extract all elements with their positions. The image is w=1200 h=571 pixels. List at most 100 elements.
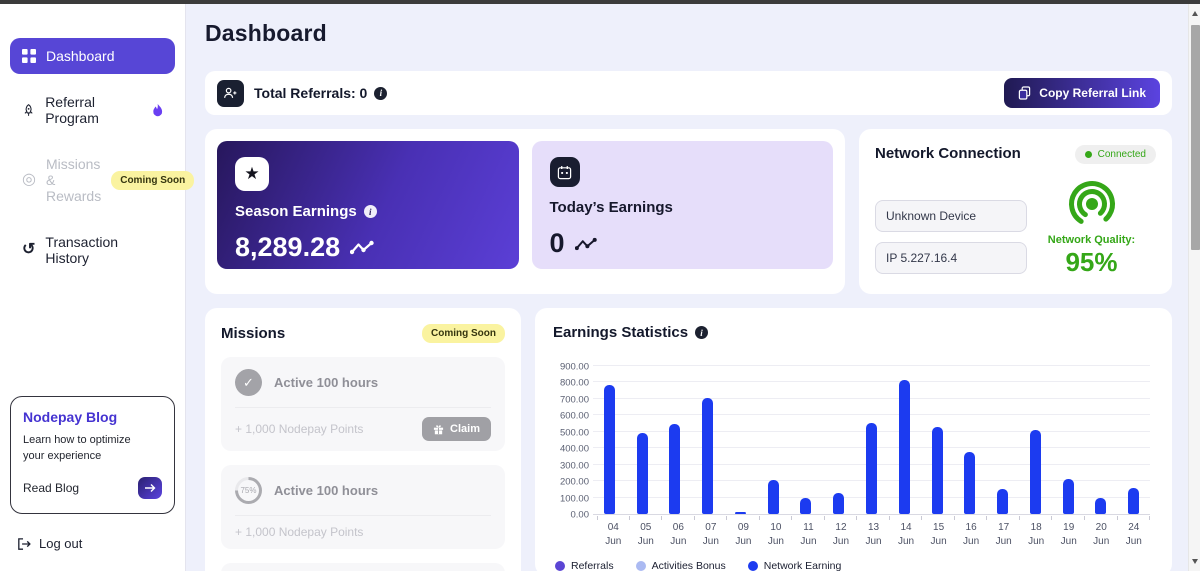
bar-slot <box>855 367 888 514</box>
logout-button[interactable]: Log out <box>16 536 175 551</box>
coming-soon-badge: Coming Soon <box>111 170 195 190</box>
legend-item: Network Earning <box>747 560 842 571</box>
chart-bars <box>593 367 1150 514</box>
bar-slot <box>1019 367 1052 514</box>
bar-segment <box>702 398 714 514</box>
bar-slot <box>691 367 724 514</box>
gridline <box>593 414 1150 416</box>
read-blog-arrow-button[interactable] <box>138 477 162 499</box>
copy-referral-link-button[interactable]: Copy Referral Link <box>1004 78 1160 108</box>
scroll-down-arrow-icon[interactable] <box>1192 559 1198 564</box>
y-tick-label: 0.00 <box>570 509 590 521</box>
total-referrals-label: Total Referrals: 0 <box>254 85 368 101</box>
claim-label: Claim <box>450 423 480 435</box>
claim-button[interactable]: Claim <box>422 417 491 441</box>
x-tick-label: 07 Jun <box>695 516 728 548</box>
network-connection-title: Network Connection <box>875 145 1021 162</box>
info-icon[interactable]: i <box>374 86 388 100</box>
sidebar-item-label: Dashboard <box>46 48 115 64</box>
scrollbar-thumb[interactable] <box>1190 25 1200 250</box>
referral-bar: Total Referrals: 0 i Copy Referral Link <box>205 71 1172 115</box>
earnings-statistics-card: Earnings Statistics i 0.00 100.00 200.00 30… <box>535 308 1172 571</box>
dashboard-grid-icon <box>22 49 36 63</box>
missions-card: Missions Coming Soon Active 100 hours + … <box>205 308 521 571</box>
bar-segment <box>1128 487 1140 514</box>
y-tick-label: 200.00 <box>559 476 589 488</box>
chart-x-axis: 04 Jun 05 Jun 06 Jun 07 Jun 09 Jun 10 Jun 11 Jun 12 Jun… <box>597 516 1150 548</box>
read-blog-link[interactable]: Read Blog <box>23 481 80 495</box>
bar-segment <box>1029 430 1041 514</box>
page-title: Dashboard <box>205 20 327 46</box>
y-tick-label: 700.00 <box>559 394 589 406</box>
missions-title: Missions <box>221 325 286 342</box>
blog-title: Nodepay Blog <box>23 409 118 426</box>
y-tick-label: 100.00 <box>559 493 589 505</box>
vertical-scrollbar[interactable] <box>1188 4 1200 571</box>
bar-slot <box>986 367 1019 514</box>
bar-segment <box>997 489 1009 514</box>
x-tick-label: 16 Jun <box>955 516 988 548</box>
bar-segment <box>1095 498 1107 514</box>
bar-segment <box>931 426 943 514</box>
sidebar-item-label: Referral Program <box>45 94 99 126</box>
bar-slot <box>659 367 692 514</box>
green-dot-icon <box>1084 151 1092 158</box>
x-tick-label: 12 Jun <box>825 516 858 548</box>
coming-soon-badge: Coming Soon <box>422 324 505 343</box>
history-icon: ↺ <box>22 241 36 259</box>
info-icon[interactable]: i <box>695 326 709 339</box>
bar-slot <box>757 367 790 514</box>
bar-segment <box>636 432 648 514</box>
legend-label: Activities Bonus <box>651 560 726 571</box>
trend-line-icon <box>350 240 374 255</box>
bar-slot <box>1052 367 1085 514</box>
sidebar-item-dashboard[interactable]: Dashboard <box>10 38 175 74</box>
legend-dot-icon <box>635 561 646 571</box>
bar-segment <box>767 480 779 514</box>
legend-label: Referrals <box>571 560 614 571</box>
x-tick-label: 10 Jun <box>760 516 793 548</box>
connected-status-badge: Connected <box>1074 145 1156 164</box>
gridline <box>593 381 1150 383</box>
season-earnings-value: 8,289.28 <box>235 232 341 262</box>
bar-slot <box>593 367 626 514</box>
y-tick-label: 500.00 <box>559 427 589 439</box>
target-icon: ◎ <box>22 171 36 189</box>
bar-segment <box>866 422 877 514</box>
bar-slot <box>953 367 986 514</box>
sidebar-item-referral-program[interactable]: Referral Program <box>10 84 175 136</box>
x-tick-label: 06 Jun <box>662 516 695 548</box>
connected-label: Connected <box>1097 149 1146 160</box>
sidebar-item-transaction-history[interactable]: ↺ Transaction History <box>10 224 175 276</box>
scroll-up-arrow-icon[interactable] <box>1192 11 1198 16</box>
todays-earnings-title: Today’s Earnings <box>549 199 673 216</box>
flame-icon <box>152 103 162 116</box>
bar-slot <box>1084 367 1117 514</box>
y-tick-label: 800.00 <box>559 377 589 389</box>
earnings-statistics-title: Earnings Statistics <box>553 324 689 341</box>
check-icon <box>235 369 262 396</box>
mission-title: Active 100 hours <box>274 483 379 498</box>
bar-segment <box>669 423 681 514</box>
season-earnings-title: Season Earnings <box>235 203 357 220</box>
legend-label: Network Earning <box>763 560 842 571</box>
device-field[interactable]: Unknown Device <box>875 200 1027 232</box>
x-tick-label: 17 Jun <box>987 516 1020 548</box>
bar-slot <box>822 367 855 514</box>
y-tick-label: 600.00 <box>559 410 589 422</box>
x-tick-label: 14 Jun <box>890 516 923 548</box>
main-content: Dashboard Total Referrals: 0 i Copy Refe… <box>186 4 1188 571</box>
sidebar-item-missions-rewards[interactable]: ◎ Missions & Rewards Coming Soon <box>10 146 195 214</box>
star-icon: ★ <box>235 157 269 191</box>
bar-segment <box>800 497 812 514</box>
gift-icon <box>433 424 444 434</box>
arrow-right-icon <box>145 484 156 492</box>
legend-dot-icon <box>747 561 758 571</box>
bar-segment <box>833 493 845 514</box>
ip-field[interactable]: IP 5.227.16.4 <box>875 242 1027 274</box>
x-tick-label: 09 Jun <box>727 516 760 548</box>
info-icon[interactable]: i <box>363 205 377 218</box>
bar-slot <box>921 367 954 514</box>
logout-icon <box>18 537 31 550</box>
mission-reward: + 1,000 Nodepay Points <box>235 422 364 436</box>
